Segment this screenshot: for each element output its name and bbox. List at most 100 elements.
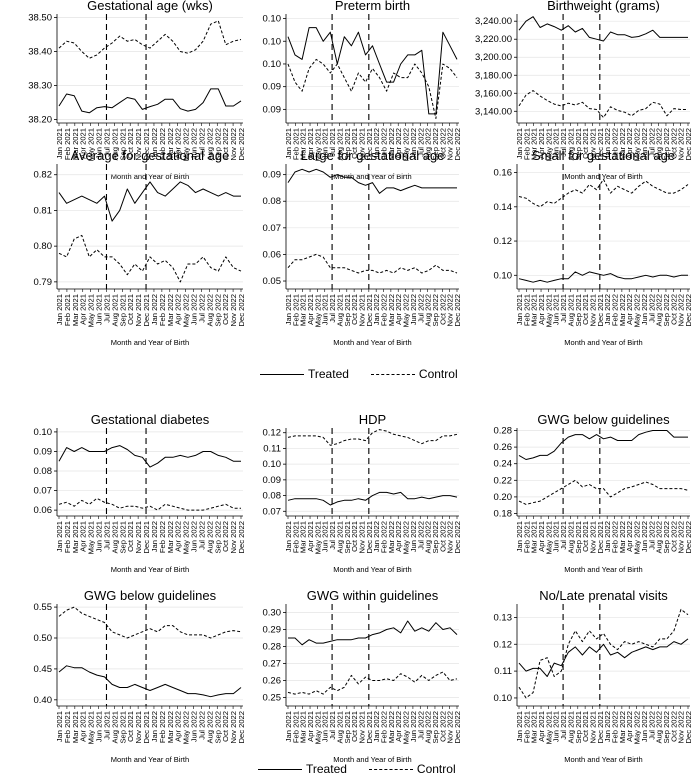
x-tick-label: Apr 2021 [79,294,88,325]
x-tick-label: Mar 2021 [71,711,80,743]
x-tick-label: Oct 2022 [669,521,678,552]
x-tick-label: Aug 2022 [655,294,664,327]
x-axis-label: Month and Year of Birth [111,338,189,347]
x-tick-label: Aug 2021 [110,128,119,161]
x-axis-label: Month and Year of Birth [564,565,642,574]
x-tick-label: Nov 2022 [446,711,455,744]
x-tick-label: Mar 2022 [166,128,175,160]
x-tick-label: Mar 2022 [387,521,396,553]
y-tick-label: 0.10 [263,14,282,25]
x-tick-label: Apr 2021 [537,128,546,159]
x-tick-label: Sep 2022 [213,128,222,161]
x-tick-label: Feb 2022 [611,711,620,743]
x-tick-label: Sep 2021 [574,521,583,554]
x-tick-label: Sep 2022 [662,128,671,161]
y-tick-label: 0.12 [494,639,513,650]
x-tick-label: Apr 2021 [537,521,546,552]
x-tick-label: Mar 2021 [71,294,80,326]
x-tick-label: May 2021 [313,294,322,327]
series-line-control [287,429,458,446]
x-tick-label: Aug 2022 [655,711,664,744]
x-tick-label: Jan 2021 [55,294,64,325]
x-tick-label: Aug 2021 [566,711,575,744]
x-tick-label: Mar 2022 [618,711,627,743]
chart-panel-birthweight-grams: 3,140.00 3,160.00 3,180.00 3,200.00 3,220.00… [475,0,693,181]
x-tick-label: Aug 2021 [566,521,575,554]
x-tick-label: Dec 2021 [596,294,605,327]
x-tick-label: Apr 2022 [625,128,634,159]
x-tick-label: Nov 2021 [588,294,597,327]
chart-title: HDP [359,412,386,427]
x-tick-label: Mar 2022 [166,294,175,326]
y-tick-label: 0.20 [494,492,513,503]
y-tick-label: 0.11 [263,443,281,454]
series-line-treated [58,181,241,222]
x-tick-label: Dec 2021 [596,711,605,744]
x-tick-label: Mar 2021 [530,294,539,326]
x-tick-label: Dec 2022 [684,711,693,744]
x-tick-label: Feb 2022 [158,128,167,160]
x-tick-label: May 2022 [182,711,191,744]
x-tick-label: Oct 2022 [438,711,447,742]
x-tick-label: Jul 2022 [197,521,206,550]
x-tick-label: Nov 2022 [229,521,238,554]
series-line-control [518,608,689,699]
x-tick-label: Apr 2021 [306,294,315,325]
x-tick-label: Oct 2021 [126,294,135,325]
x-tick-label: Jan 2022 [150,128,159,159]
y-tick-label: 3,220.00 [475,34,512,45]
x-tick-label: Feb 2021 [63,711,72,743]
x-tick-label: May 2022 [633,711,642,744]
x-tick-label: Mar 2021 [299,128,308,160]
x-tick-label: Apr 2021 [537,294,546,325]
y-tick-label: 0.06 [34,505,53,516]
x-tick-label: Jun 2022 [190,521,199,552]
x-tick-label: Oct 2021 [350,128,359,159]
x-tick-label: Aug 2022 [205,711,214,744]
x-tick-label: Nov 2022 [229,711,238,744]
x-tick-label: Aug 2022 [424,128,433,161]
x-tick-label: Dec 2021 [142,128,151,161]
x-tick-label: Oct 2021 [350,294,359,325]
x-tick-label: Feb 2021 [291,294,300,326]
x-tick-label: Mar 2021 [299,521,308,553]
x-tick-label: Jun 2022 [190,128,199,159]
x-tick-label: Jun 2022 [409,294,418,325]
x-tick-label: Oct 2021 [126,128,135,159]
chart-title: Average for gestational age [71,148,230,163]
x-tick-label: Jul 2022 [647,294,656,323]
y-tick-label: 0.11 [494,666,512,677]
x-tick-label: Oct 2022 [221,294,230,325]
x-tick-label: Jan 2021 [55,128,64,159]
x-tick-label: Nov 2021 [134,711,143,744]
x-tick-label: Sep 2021 [574,711,583,744]
legend-swatch-solid [260,373,304,375]
y-tick-label: 0.28 [494,425,513,436]
x-tick-label: Apr 2022 [394,294,403,325]
x-tick-label: Mar 2022 [166,711,175,743]
x-tick-label: Jan 2022 [372,128,381,159]
x-tick-label: May 2022 [182,128,191,161]
x-tick-label: Jul 2022 [197,294,206,323]
series-line-treated [287,491,458,506]
x-tick-label: Aug 2021 [110,521,119,554]
x-tick-label: Jun 2022 [190,294,199,325]
x-tick-label: Feb 2021 [291,711,300,743]
x-tick-label: Feb 2022 [158,711,167,743]
x-tick-label: Nov 2022 [677,128,686,161]
x-tick-label: Feb 2021 [291,521,300,553]
x-tick-label: Mar 2021 [530,128,539,160]
x-tick-label: Mar 2021 [299,711,308,743]
x-tick-label: Nov 2022 [677,521,686,554]
legend-label-control: Control [416,762,456,776]
y-tick-label: 0.07 [34,486,53,497]
x-tick-label: Jun 2021 [552,711,561,742]
x-tick-label: Sep 2021 [118,521,127,554]
x-tick-label: Oct 2021 [581,294,590,325]
series-line-treated [58,445,241,468]
x-axis-label: Month and Year of Birth [564,172,642,181]
